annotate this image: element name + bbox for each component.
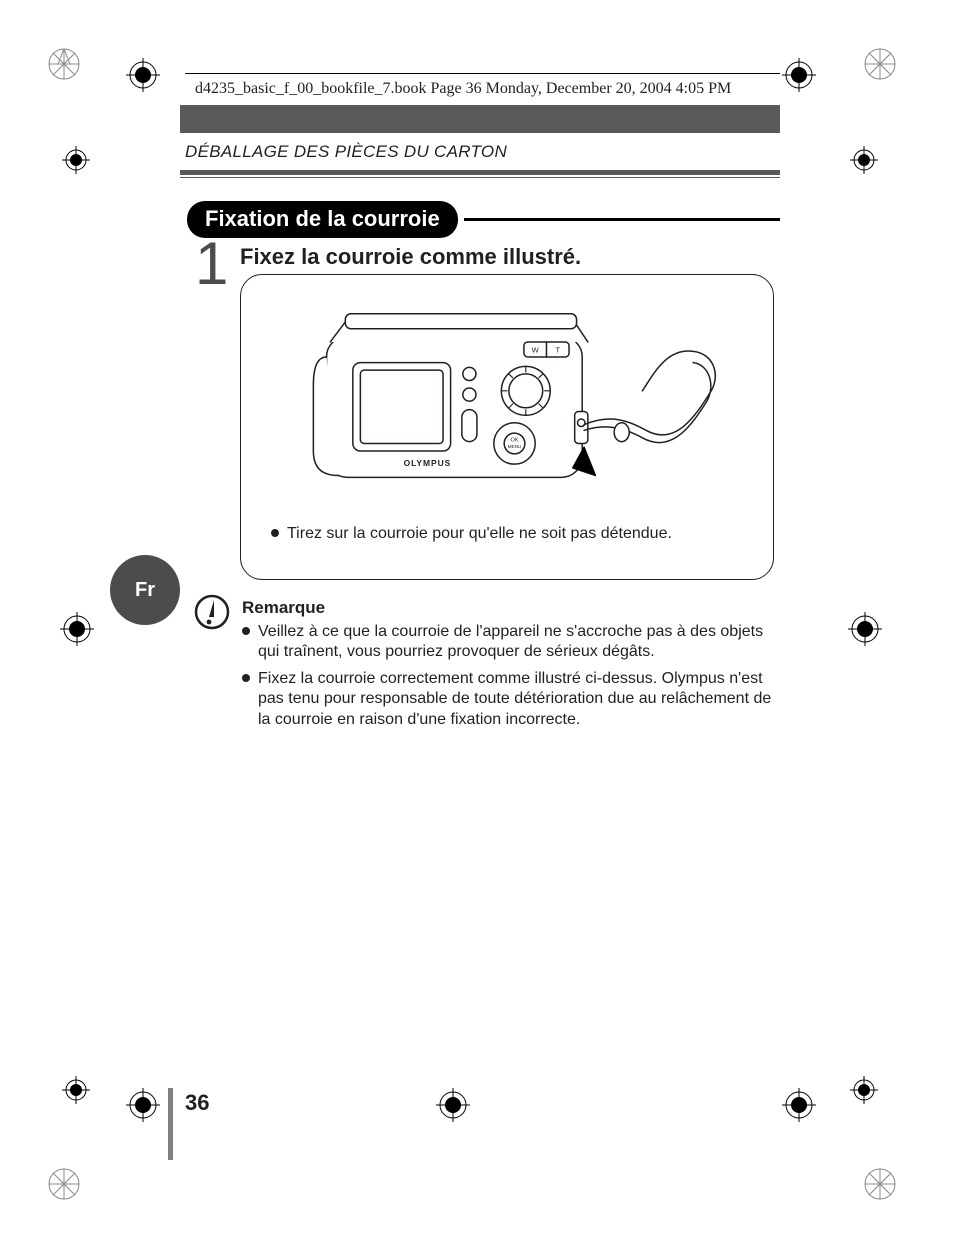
page-number: 36 [185, 1090, 209, 1116]
section-heading-rule [464, 218, 780, 221]
header-dark-band [180, 105, 780, 133]
crop-mark-radial [46, 1166, 82, 1207]
manual-page: d4235_basic_f_00_bookfile_7.book Page 36… [0, 0, 954, 1258]
bullet-icon [242, 674, 250, 682]
svg-text:MENU: MENU [508, 444, 522, 449]
svg-text:OLYMPUS: OLYMPUS [404, 458, 452, 468]
crop-mark-radial [862, 46, 898, 87]
figure-box: OK MENU W T OLYMPUS [240, 274, 774, 580]
section-heading-row: Fixation de la courroie [187, 201, 780, 238]
figure-caption: Tirez sur la courroie pour qu'elle ne so… [271, 525, 757, 543]
figure-caption-text: Tirez sur la courroie pour qu'elle ne so… [287, 525, 672, 542]
language-tab: Fr [110, 555, 180, 625]
crop-mark-cross [782, 58, 816, 97]
running-head: DÉBALLAGE DES PIÈCES DU CARTON [185, 142, 507, 162]
remark-item: Fixez la courroie correctement comme ill… [242, 669, 780, 730]
crop-mark-radial [46, 46, 82, 87]
svg-text:OK: OK [510, 438, 518, 444]
remark-item-text: Fixez la courroie correctement comme ill… [258, 670, 771, 728]
remark-item-text: Veillez à ce que la courroie de l'appare… [258, 623, 763, 660]
running-head-rule-thick [180, 170, 780, 175]
crop-mark-radial [862, 1166, 898, 1207]
header-source-line: d4235_basic_f_00_bookfile_7.book Page 36… [195, 80, 731, 98]
language-tab-label: Fr [135, 579, 155, 602]
crop-mark-cross [782, 1088, 816, 1127]
remark-item: Veillez à ce que la courroie de l'appare… [242, 622, 780, 663]
svg-text:W: W [532, 345, 540, 354]
crop-mark-cross [126, 58, 160, 97]
step-number: 1 [195, 234, 228, 294]
remark-heading: Remarque [242, 598, 325, 618]
svg-text:T: T [555, 345, 560, 354]
camera-strap-illustration: OK MENU W T OLYMPUS [257, 289, 757, 519]
crop-mark-cross [62, 146, 90, 179]
crop-mark-cross [850, 1076, 878, 1109]
page-number-sidebar [168, 1088, 173, 1160]
crop-mark-cross [848, 612, 882, 651]
crop-mark-cross [850, 146, 878, 179]
running-head-rule-thin [180, 177, 780, 178]
header-rule [185, 73, 780, 74]
bullet-icon [242, 627, 250, 635]
note-icon [194, 594, 230, 630]
step-title: Fixez la courroie comme illustré. [240, 244, 581, 270]
crop-mark-cross [60, 612, 94, 651]
crop-mark-cross [126, 1088, 160, 1127]
crop-mark-cross [436, 1088, 470, 1127]
bullet-icon [271, 529, 279, 537]
crop-mark-cross [62, 1076, 90, 1109]
remark-list: Veillez à ce que la courroie de l'appare… [242, 622, 780, 736]
